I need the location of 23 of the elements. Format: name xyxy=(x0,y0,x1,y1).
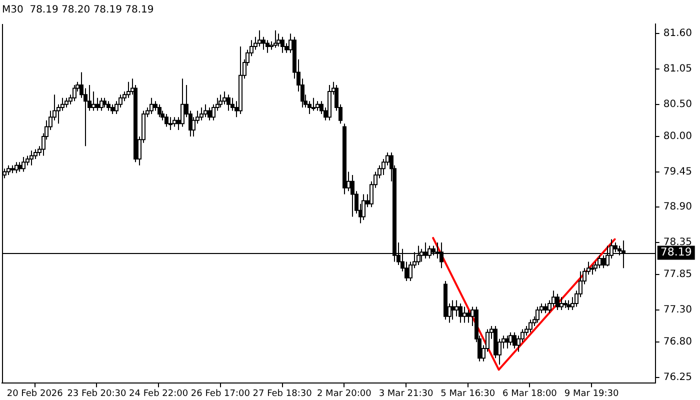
y-tick-label: 79.45 xyxy=(663,166,692,178)
y-tick-label: 81.05 xyxy=(663,64,692,75)
y-tick-label: 76.80 xyxy=(663,336,692,348)
y-tick-label: 78.35 xyxy=(663,237,692,248)
y-tick-label: 81.60 xyxy=(663,28,692,40)
y-tick-label: 80.50 xyxy=(663,98,692,110)
y-tick-label: 76.25 xyxy=(663,372,692,384)
x-tick-label: 27 Feb 18:30 xyxy=(252,388,312,399)
x-tick-label: 2 Mar 20:00 xyxy=(316,388,372,399)
ref-line-label: 78.19 xyxy=(660,246,692,259)
x-tick-label: 26 Feb 17:00 xyxy=(190,388,250,399)
y-tick-label: 78.90 xyxy=(663,202,692,213)
x-tick-label: 6 Mar 18:00 xyxy=(502,388,558,399)
x-tick-label: 20 Feb 2026 xyxy=(6,388,64,399)
y-tick-label: 77.30 xyxy=(663,304,692,316)
chart-title: M30 78.19 78.20 78.19 78.19 xyxy=(2,4,154,16)
y-tick-label: 80.00 xyxy=(663,131,692,142)
x-tick-label: 5 Mar 16:30 xyxy=(440,388,496,399)
x-tick-label: 3 Mar 21:30 xyxy=(378,388,434,399)
x-tick-label: 9 Mar 19:30 xyxy=(564,388,620,399)
x-tick-label: 24 Feb 22:00 xyxy=(129,388,188,399)
y-tick-label: 77.85 xyxy=(663,269,692,280)
x-tick-label: 23 Feb 20:30 xyxy=(67,388,127,399)
